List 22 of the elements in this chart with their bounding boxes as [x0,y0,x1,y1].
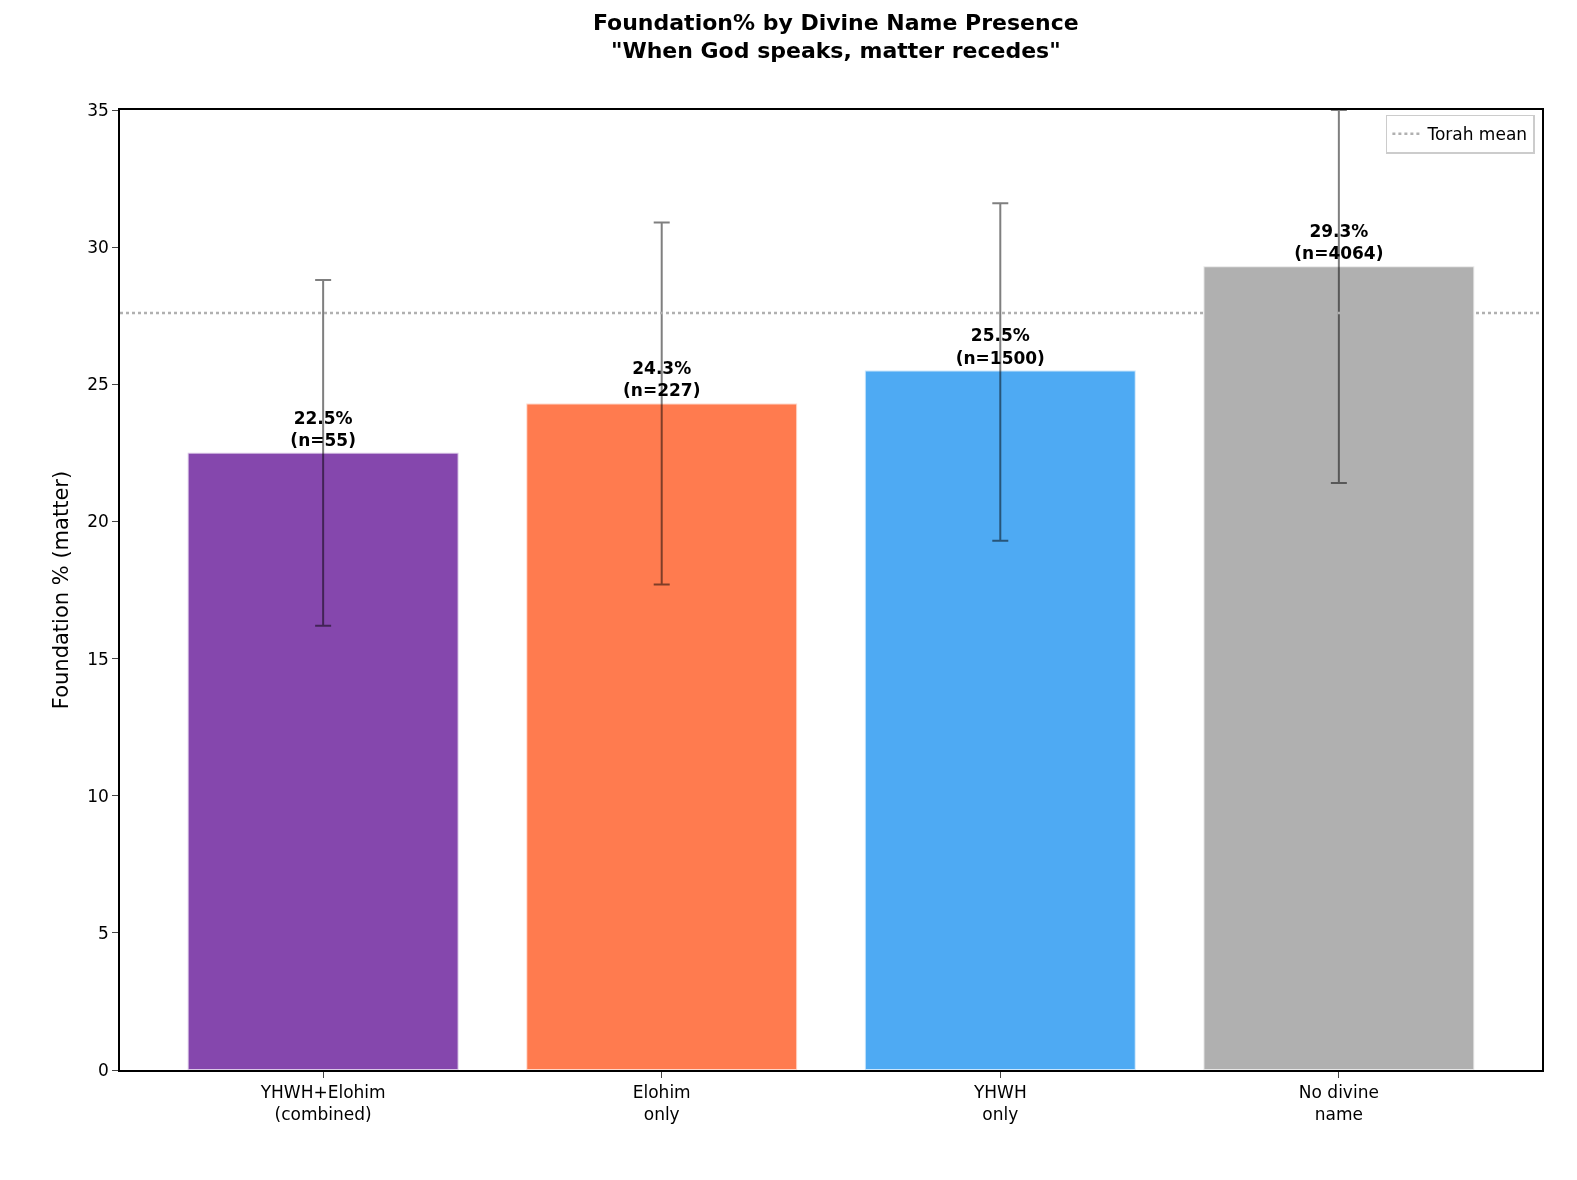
y-tick-label: 15 [87,648,109,669]
y-tick-label: 30 [87,237,109,258]
y-axis-title: Foundation % (matter) [48,470,73,710]
data-label: 24.3% (n=227) [623,358,701,401]
bar [863,369,1137,1070]
y-tick-label: 25 [87,374,109,395]
legend-label: Torah mean [1426,124,1528,145]
y-tick-label: 35 [87,99,109,120]
x-tick-label: Elohim only [632,1082,691,1125]
data-label: 22.5% (n=55) [290,407,356,450]
x-tick-label: YHWH only [972,1082,1027,1125]
data-label: 29.3% (n=4064) [1294,221,1384,264]
y-tick-label: 0 [98,1059,109,1080]
y-tick-label: 20 [87,511,109,532]
chart-title: Foundation% by Divine Name Presence "When God speaks, matter recedes" [592,9,1079,64]
x-tick-label: No divine name [1298,1082,1379,1125]
x-tick-label: YHWH+Elohim (combined) [259,1082,386,1125]
y-tick-label: 5 [98,922,109,943]
bar [525,402,799,1070]
data-label: 25.5% (n=1500) [955,325,1045,368]
y-tick-label: 10 [87,785,109,806]
bar [186,451,460,1070]
